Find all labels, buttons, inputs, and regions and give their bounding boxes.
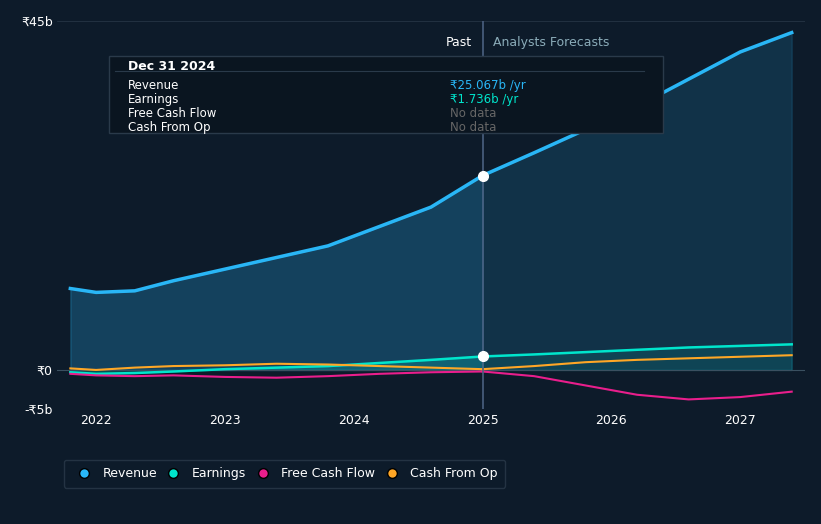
- Text: Revenue: Revenue: [128, 79, 180, 92]
- Text: Free Cash Flow: Free Cash Flow: [128, 107, 217, 120]
- Text: Past: Past: [446, 37, 472, 49]
- Text: ₹1.736b /yr: ₹1.736b /yr: [451, 93, 519, 106]
- Text: Earnings: Earnings: [128, 93, 180, 106]
- Legend: Revenue, Earnings, Free Cash Flow, Cash From Op: Revenue, Earnings, Free Cash Flow, Cash …: [64, 460, 506, 488]
- FancyBboxPatch shape: [109, 56, 663, 134]
- Text: ₹25.067b /yr: ₹25.067b /yr: [451, 79, 526, 92]
- Text: Dec 31 2024: Dec 31 2024: [128, 60, 216, 73]
- Text: Analysts Forecasts: Analysts Forecasts: [493, 37, 609, 49]
- Text: Cash From Op: Cash From Op: [128, 121, 211, 134]
- Text: No data: No data: [451, 121, 497, 134]
- Text: No data: No data: [451, 107, 497, 120]
